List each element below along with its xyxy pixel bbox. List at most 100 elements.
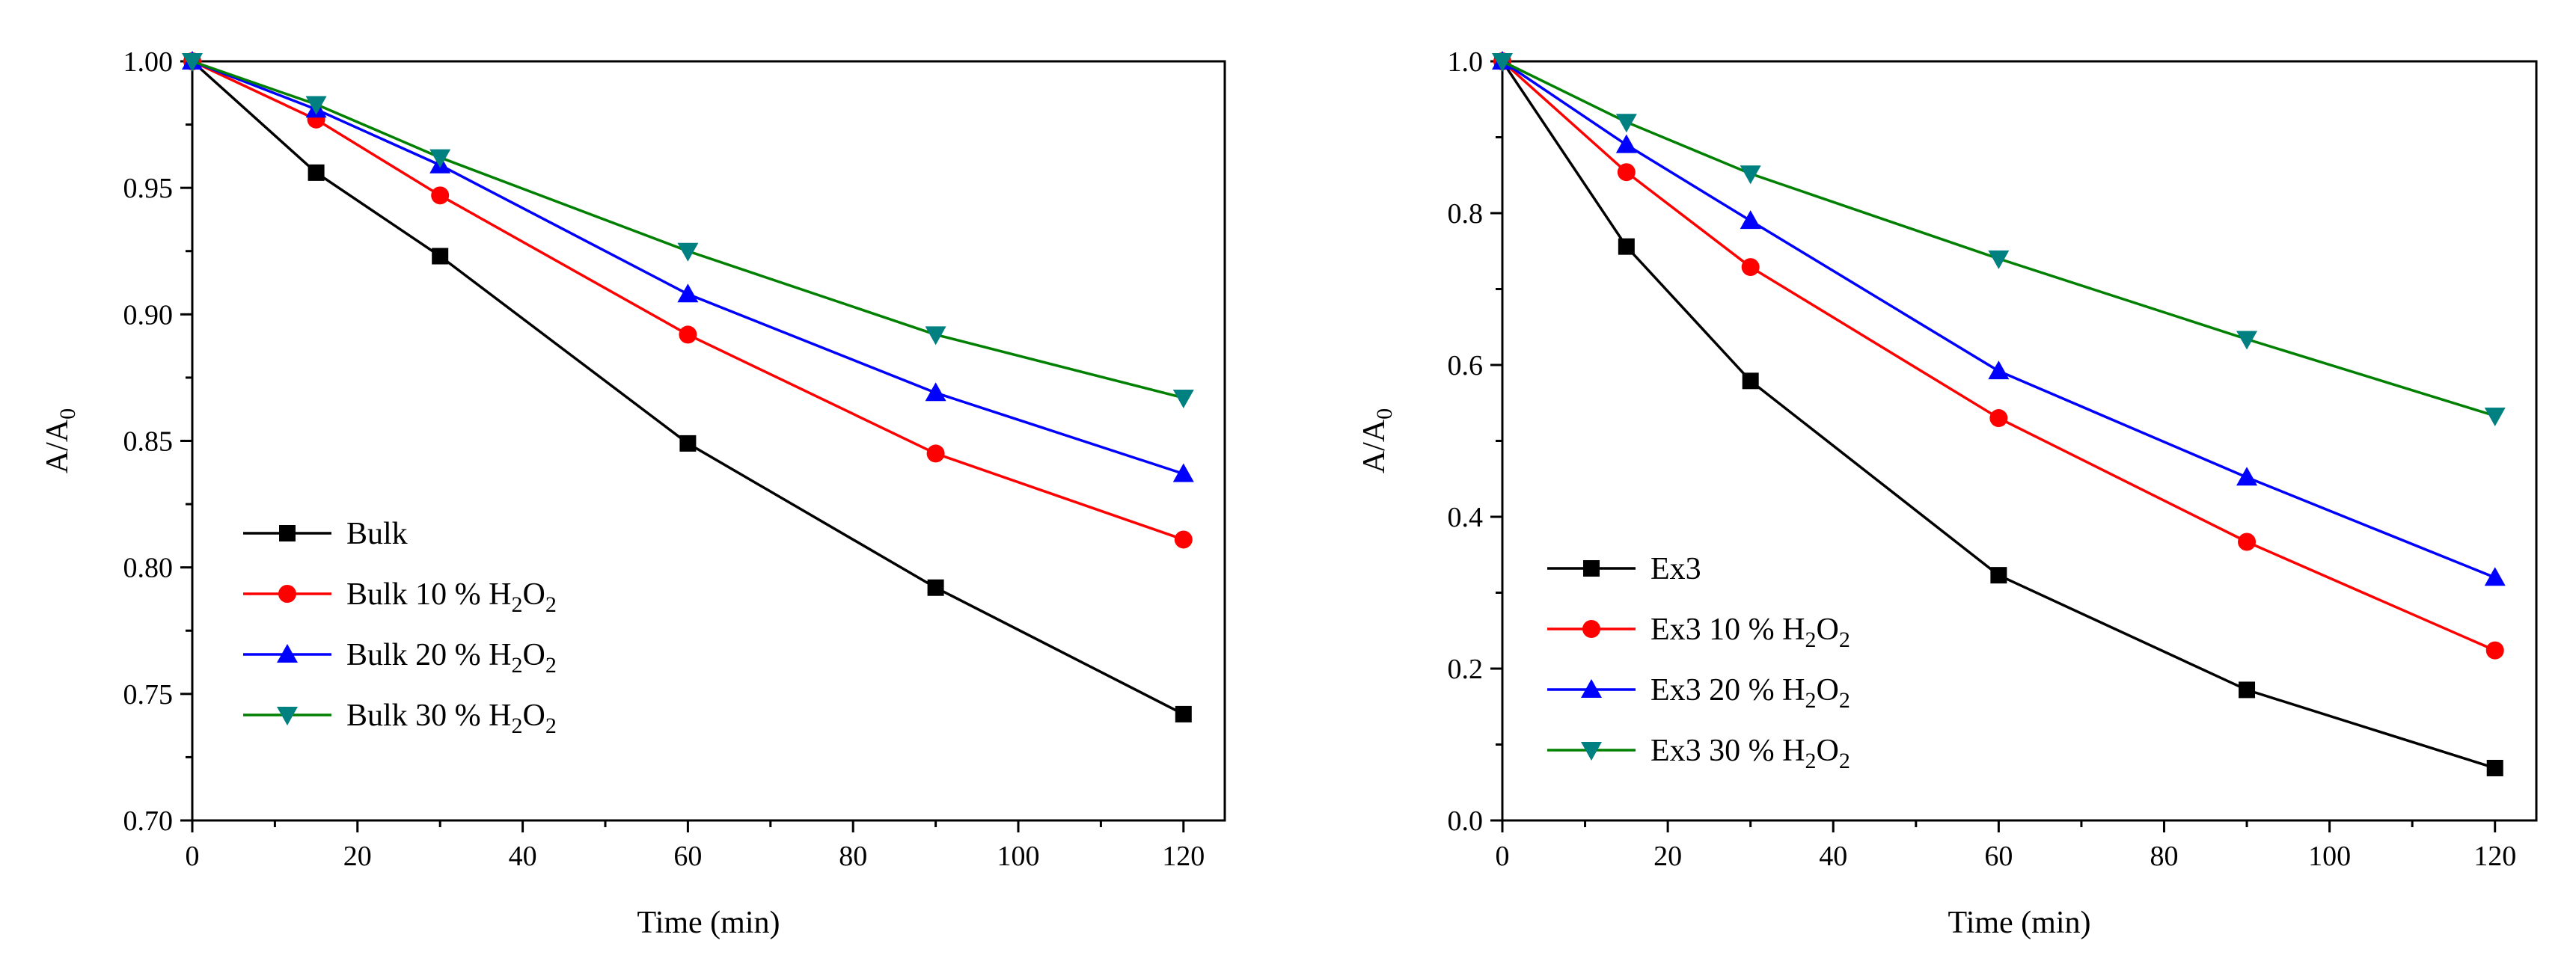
data-point xyxy=(1617,163,1636,182)
legend-label-prefix: Ex3 10 % xyxy=(1650,613,1782,647)
data-point xyxy=(1172,463,1194,482)
y-tick-label: 0.0 xyxy=(1448,805,1484,837)
legend-label-prefix: Bulk 10 % xyxy=(346,577,489,612)
data-point xyxy=(305,96,327,115)
x-tick-label: 60 xyxy=(673,841,702,872)
data-point xyxy=(2484,567,2506,586)
y-tick-label: 0.8 xyxy=(1448,198,1484,230)
y-tick-label: 1.0 xyxy=(1448,46,1484,78)
y-tick-label: 0.85 xyxy=(123,426,174,458)
chart-bulk: 0 20 40 60 80 100 1200.700.750.800.850.900.951… xyxy=(40,46,1226,940)
x-tick-label: 80 xyxy=(839,841,867,872)
x-tick-label: 0 xyxy=(1496,841,1510,872)
data-point xyxy=(1988,250,2010,269)
legend-label: Ex3 20 % H2O2 xyxy=(1650,673,1850,713)
subscript-digit: 2 xyxy=(1839,749,1850,773)
legend-label: Bulk xyxy=(346,517,408,551)
legend-label-formula: H2O2 xyxy=(1782,673,1850,713)
data-point xyxy=(926,444,945,463)
legend-label: Bulk 10 % H2O2 xyxy=(346,577,557,617)
series-line xyxy=(192,60,1184,541)
subscript-digit: 2 xyxy=(1805,627,1817,652)
formula-char: O xyxy=(523,577,545,612)
data-point xyxy=(1492,53,1513,72)
x-tick-label: 0 xyxy=(186,841,200,872)
data-point xyxy=(927,579,944,596)
series-line xyxy=(192,60,1184,399)
legend-label: Ex3 10 % H2O2 xyxy=(1650,613,1850,652)
y-axis-title: A/A0 xyxy=(1357,408,1397,473)
y-tick-label: 0.70 xyxy=(123,805,174,837)
y-tick-label: 0.2 xyxy=(1448,654,1484,685)
legend-marker xyxy=(277,644,298,663)
legend-label-formula: H2O2 xyxy=(1782,734,1850,773)
legend-marker xyxy=(1581,742,1602,761)
y-tick-label: 1.00 xyxy=(123,46,174,78)
y-tick-label: 0.6 xyxy=(1448,350,1484,381)
data-point xyxy=(2484,408,2506,427)
y-tick-label: 0.75 xyxy=(123,679,174,710)
legend-label-prefix: Bulk 30 % xyxy=(346,699,489,733)
data-point xyxy=(1989,409,2008,428)
legend-marker xyxy=(1582,620,1600,638)
data-point xyxy=(2236,467,2258,486)
y-tick-label: 0.4 xyxy=(1448,502,1484,533)
data-point xyxy=(429,149,451,168)
y-tick-label: 0.80 xyxy=(123,553,174,584)
legend-marker xyxy=(1581,679,1602,698)
data-point xyxy=(679,325,697,344)
x-tick-label: 60 xyxy=(1984,841,2013,872)
y-axis-title-base: A/A xyxy=(40,419,75,473)
legend-label-prefix: Bulk xyxy=(346,517,408,551)
subscript-digit: 2 xyxy=(1839,688,1850,713)
x-tick-label: 120 xyxy=(1162,841,1205,872)
data-point xyxy=(2239,681,2256,699)
data-point xyxy=(677,283,699,303)
x-tick-label: 20 xyxy=(1653,841,1682,872)
x-tick-label: 40 xyxy=(1819,841,1847,872)
x-tick-label: 20 xyxy=(343,841,372,872)
legend-marker xyxy=(279,525,296,541)
subscript-digit: 2 xyxy=(545,653,557,678)
formula-char: O xyxy=(523,638,545,672)
subscript-digit: 2 xyxy=(512,592,523,617)
data-point xyxy=(1742,372,1759,390)
formula-char: H xyxy=(489,699,511,733)
y-axis-title: A/A0 xyxy=(40,408,80,473)
formula-char: H xyxy=(1782,734,1805,768)
formula-char: O xyxy=(1817,734,1839,768)
data-point xyxy=(1174,530,1193,549)
data-point xyxy=(1175,705,1192,722)
data-point xyxy=(2238,532,2257,551)
data-point xyxy=(1740,165,1761,185)
legend-label-prefix: Ex3 xyxy=(1650,552,1701,586)
legend-label: Bulk 30 % H2O2 xyxy=(346,699,557,738)
series-line xyxy=(1501,61,2496,770)
legend-label-prefix: Ex3 20 % xyxy=(1650,673,1782,708)
legend-label-formula: H2O2 xyxy=(489,638,557,678)
formula-char: O xyxy=(1817,673,1839,708)
data-point xyxy=(925,326,946,346)
data-point xyxy=(2485,641,2504,660)
legend-label: Ex3 xyxy=(1650,552,1701,586)
data-point xyxy=(1172,389,1194,408)
formula-char: H xyxy=(489,638,511,672)
subscript-digit: 2 xyxy=(545,592,557,617)
subscript-digit: 2 xyxy=(1839,627,1850,652)
data-point xyxy=(925,382,946,402)
legend-marker xyxy=(278,585,296,603)
x-tick-label: 120 xyxy=(2473,841,2516,872)
x-tick-label: 100 xyxy=(997,841,1040,872)
formula-char: O xyxy=(523,699,545,733)
data-point xyxy=(182,53,203,72)
x-axis-title: Time (min) xyxy=(637,906,780,940)
data-point xyxy=(1741,258,1760,277)
data-point xyxy=(2486,759,2503,776)
data-point xyxy=(679,435,697,452)
subscript-digit: 2 xyxy=(1805,688,1817,713)
series-line xyxy=(1501,60,2496,652)
series-line xyxy=(1502,60,2496,417)
y-tick-label: 0.95 xyxy=(123,173,174,204)
